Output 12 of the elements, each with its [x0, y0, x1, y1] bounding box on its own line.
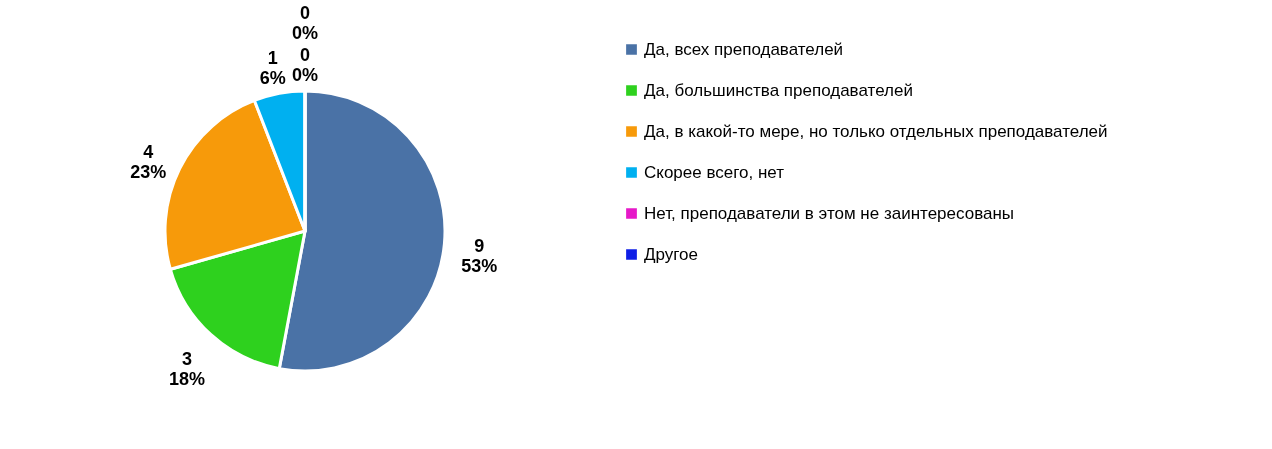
legend-label: Да, в какой-то мере, но только отдельных преподавателей	[644, 121, 1108, 141]
data-label: 3 18%	[169, 349, 206, 390]
legend-label: Другое	[644, 244, 699, 264]
text: 0 0%	[291, 45, 319, 85]
legend-label: Да, большинства преподавателей	[644, 80, 913, 100]
legend-label: Скорее всего, нет	[644, 162, 785, 182]
data-label: 1 6%	[259, 47, 286, 88]
data-label: 9 53%	[461, 236, 498, 277]
legend-label: Нет, преподаватели в этом не заинтересованы	[644, 203, 1015, 223]
text: 0 0%	[291, 3, 319, 43]
legend-label: Да, всех преподавателей	[644, 39, 844, 59]
data-label: 4 23%	[130, 142, 167, 182]
